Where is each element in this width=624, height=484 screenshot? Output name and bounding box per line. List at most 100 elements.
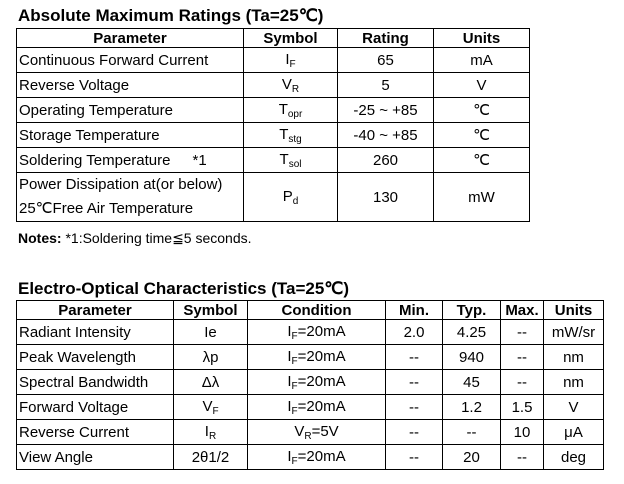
symbol-sub: opr	[287, 108, 303, 120]
parameter-cell: Reverse Current	[16, 419, 174, 445]
units-cell: ℃	[433, 122, 530, 148]
min-text: --	[409, 348, 419, 366]
min-cell: 2.0	[385, 319, 443, 345]
parameter-cell: Forward Voltage	[16, 394, 174, 420]
symbol-sub: R	[304, 430, 312, 442]
rating-text: 5	[381, 76, 390, 94]
rating-cell: 260	[337, 147, 434, 173]
symbol-cell: Pd	[243, 172, 338, 222]
condition-cell: IF=20mA	[247, 319, 386, 345]
parameter-text: Reverse Voltage	[19, 76, 130, 94]
row: Soldering Temperature *1 Tsol 260 ℃	[16, 147, 530, 173]
parameter-text: Operating Temperature	[19, 101, 173, 119]
rating-cell: 130	[337, 172, 434, 222]
row: Reverse Current IR VR=5V -- -- 10 μA	[16, 419, 604, 445]
symbol-cell: VR	[243, 72, 338, 98]
units-text: nm	[563, 373, 584, 391]
parameter-cell: Storage Temperature	[16, 122, 244, 148]
rating-text: 130	[372, 188, 399, 206]
typ-cell: --	[442, 419, 501, 445]
header-cell: Min.	[385, 300, 443, 320]
parameter-cell: Reverse Voltage	[16, 72, 244, 98]
max-cell: --	[500, 319, 544, 345]
min-cell: --	[385, 394, 443, 420]
row: Peak Wavelength λp IF=20mA -- 940 -- nm	[16, 344, 604, 370]
units-text: mW/sr	[551, 323, 596, 341]
header-cell: Symbol	[173, 300, 248, 320]
symbol-cell: λp	[173, 344, 248, 370]
typ-text: 940	[458, 348, 485, 366]
min-cell: --	[385, 444, 443, 470]
units-cell: nm	[543, 344, 604, 370]
typ-cell: 45	[442, 369, 501, 395]
symbol-base: I	[287, 447, 292, 465]
symbol-sub: R	[208, 430, 217, 442]
symbol-rest: =20mA	[297, 322, 346, 340]
header-cell: Units	[433, 28, 530, 48]
rating-text: 65	[377, 51, 394, 69]
max-cell: --	[500, 344, 544, 370]
rating-text: -25 ~ +85	[353, 101, 418, 119]
parameter-cell: Peak Wavelength	[16, 344, 174, 370]
units-cell: V	[433, 72, 530, 98]
characteristics-table: Parameter Symbol Condition Min. Typ. Max. Unit…	[16, 300, 604, 470]
symbol-base: V	[202, 397, 213, 415]
units-text: μA	[564, 423, 583, 441]
units-text: ℃	[473, 152, 490, 169]
symbol-sub: F	[291, 355, 298, 367]
parameter-cell: Continuous Forward Current	[16, 47, 244, 73]
symbol-base: P	[282, 187, 293, 205]
units-cell: ℃	[433, 97, 530, 123]
symbol-cell: Tsol	[243, 147, 338, 173]
units-text: deg	[560, 448, 587, 466]
symbol-rest: =20mA	[297, 347, 346, 365]
units-cell: mA	[433, 47, 530, 73]
header-cell: Units	[543, 300, 604, 320]
row: Reverse Voltage VR 5 V	[16, 72, 530, 98]
units-cell: μA	[543, 419, 604, 445]
symbol-cell: VF	[173, 394, 248, 420]
row: Forward Voltage VF IF=20mA -- 1.2 1.5 V	[16, 394, 604, 420]
min-text: --	[409, 373, 419, 391]
typ-text: 1.2	[461, 398, 482, 416]
parameter-cell: View Angle	[16, 444, 174, 470]
max-text: 10	[513, 423, 531, 441]
units-cell: V	[543, 394, 604, 420]
symbol-sub: sol	[288, 158, 302, 170]
max-text: --	[517, 323, 527, 341]
typ-text: --	[466, 423, 477, 441]
parameter-cell: Soldering Temperature *1	[16, 147, 244, 173]
typ-cell: 940	[442, 344, 501, 370]
symbol-cell: Δλ	[173, 369, 248, 395]
condition-cell: VR=5V	[247, 419, 386, 445]
row: View Angle 2θ1/2 IF=20mA -- 20 -- deg	[16, 444, 604, 470]
typ-cell: 4.25	[442, 319, 501, 345]
parameter-text: Peak Wavelength	[19, 348, 137, 366]
symbol-cell: IR	[173, 419, 248, 445]
units-text: V	[476, 76, 487, 94]
symbol-base: V	[294, 422, 305, 440]
parameter-text: Forward Voltage	[19, 398, 129, 416]
symbol-base: I	[287, 397, 292, 415]
max-text: --	[517, 348, 527, 366]
symbol-base: I	[287, 372, 292, 390]
condition-cell: IF=20mA	[247, 344, 386, 370]
rating-text: -40 ~ +85	[353, 126, 418, 144]
header-cell: Symbol	[243, 28, 338, 48]
min-cell: --	[385, 344, 443, 370]
header-cell: Rating	[337, 28, 434, 48]
units-cell: mW/sr	[543, 319, 604, 345]
symbol-base: I	[285, 50, 290, 68]
symbol-cell: Tstg	[243, 122, 338, 148]
symbol-base: V	[281, 75, 292, 93]
units-text: mA	[470, 51, 493, 69]
max-cell: --	[500, 444, 544, 470]
max-text: --	[517, 448, 527, 466]
units-cell: nm	[543, 369, 604, 395]
parameter-text: Radiant Intensity	[19, 323, 131, 341]
parameter-text: Spectral Bandwidth	[19, 373, 149, 391]
units-text: mW	[468, 188, 495, 206]
symbol-sub: F	[291, 380, 298, 392]
units-cell: deg	[543, 444, 604, 470]
